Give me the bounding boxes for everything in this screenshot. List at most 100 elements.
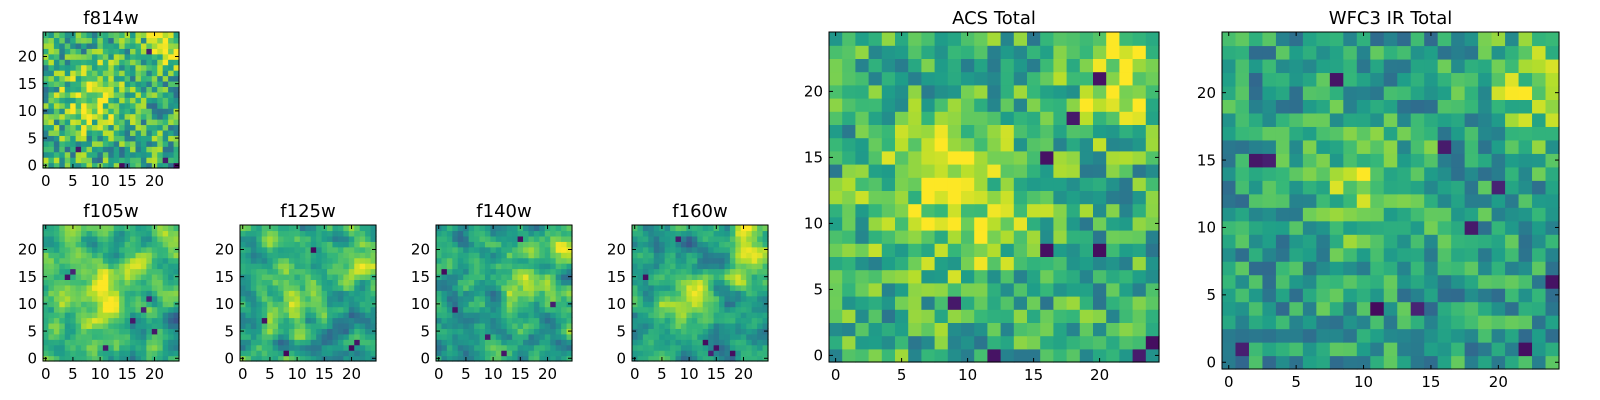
heatmap-cell xyxy=(1370,328,1385,343)
heatmap-cell xyxy=(70,151,77,158)
heatmap-cell xyxy=(130,263,137,270)
heatmap-cell xyxy=(299,225,306,232)
heatmap-cell xyxy=(653,235,660,242)
heatmap-cell xyxy=(1289,180,1304,195)
heatmap-cell xyxy=(321,306,328,313)
heatmap-cell xyxy=(947,190,962,205)
heatmap-cell xyxy=(691,257,698,264)
heatmap-cell xyxy=(441,279,448,286)
heatmap-cell xyxy=(719,333,726,340)
heatmap-cell xyxy=(533,339,540,346)
heatmap-cell xyxy=(921,216,936,231)
heatmap-cell xyxy=(173,124,180,131)
heatmap-cell xyxy=(81,97,88,104)
heatmap-cell xyxy=(267,241,274,248)
heatmap-cell xyxy=(1410,99,1425,114)
heatmap-cell xyxy=(528,246,535,253)
heatmap-cell xyxy=(316,344,323,351)
heatmap-cell xyxy=(757,257,764,264)
heatmap-cell xyxy=(653,295,660,302)
heatmap-cell xyxy=(757,306,764,313)
heatmap-cell xyxy=(1119,137,1134,152)
heatmap-cell xyxy=(359,268,366,275)
heatmap-cell xyxy=(702,306,709,313)
heatmap-cell xyxy=(446,317,453,324)
heatmap-cell xyxy=(245,263,252,270)
heatmap-cell xyxy=(762,333,769,340)
heatmap-cell xyxy=(1316,58,1331,74)
heatmap-cell xyxy=(495,328,502,335)
heatmap-cell xyxy=(757,235,764,242)
heatmap-cell xyxy=(1262,315,1277,330)
heatmap-cell xyxy=(474,246,481,253)
heatmap-cell xyxy=(686,273,693,280)
heatmap-cell xyxy=(86,80,93,87)
heatmap-cell xyxy=(479,312,486,319)
heatmap-cell xyxy=(332,235,339,242)
heatmap-cell xyxy=(512,273,519,280)
heatmap-cell xyxy=(729,355,736,362)
heatmap-cell xyxy=(135,151,142,158)
heatmap-cell xyxy=(664,273,671,280)
heatmap-cell xyxy=(168,295,175,302)
heatmap-cell xyxy=(310,257,317,264)
heatmap-cell xyxy=(1410,315,1425,330)
heatmap-cell xyxy=(245,284,252,291)
heatmap-cell xyxy=(53,252,60,259)
heatmap-cell xyxy=(561,339,568,346)
heatmap-cell xyxy=(1106,256,1120,271)
heatmap-cell xyxy=(457,339,464,346)
heatmap-cell xyxy=(555,279,562,286)
heatmap-cell xyxy=(75,328,82,335)
heatmap-cell xyxy=(288,273,295,280)
heatmap-cell xyxy=(119,333,126,340)
heatmap-cell xyxy=(961,203,975,218)
heatmap-cell xyxy=(539,290,546,297)
heatmap-cell xyxy=(1275,328,1290,343)
heatmap-cell xyxy=(517,328,524,335)
heatmap-cell xyxy=(452,290,459,297)
heatmap-cell xyxy=(146,113,153,120)
heatmap-cell xyxy=(168,312,175,319)
heatmap-cell xyxy=(1262,342,1277,357)
heatmap-cell xyxy=(724,339,731,346)
heatmap-cell xyxy=(921,32,936,46)
heatmap-cell xyxy=(245,241,252,248)
heatmap-cell xyxy=(53,355,60,362)
heatmap-cell xyxy=(173,295,180,302)
heatmap-cell xyxy=(108,146,115,153)
heatmap-cell xyxy=(632,252,639,259)
heatmap-cell xyxy=(1289,355,1304,370)
heatmap-cell xyxy=(708,355,715,362)
heatmap-cell xyxy=(653,328,660,335)
heatmap-cell xyxy=(1248,153,1264,168)
heatmap-cell xyxy=(1451,58,1466,74)
heatmap-cell xyxy=(278,295,285,302)
heatmap-cell xyxy=(327,333,334,340)
heatmap-cell xyxy=(1275,72,1290,87)
heatmap-cell xyxy=(168,273,175,280)
heatmap-cell xyxy=(124,135,131,142)
heatmap-cell xyxy=(102,64,109,71)
heatmap-cell xyxy=(1119,111,1134,125)
heatmap-cell xyxy=(501,312,508,319)
heatmap-cell xyxy=(1079,190,1094,205)
heatmap-cell xyxy=(1275,99,1290,114)
heatmap-cell xyxy=(272,333,279,340)
heatmap-cell xyxy=(691,290,698,297)
heatmap-cell xyxy=(697,241,704,248)
heatmap-cell xyxy=(97,42,104,49)
heatmap-cell xyxy=(881,111,896,125)
heatmap-cell xyxy=(895,137,909,152)
heatmap-cell xyxy=(947,177,962,191)
heatmap-cell xyxy=(974,124,988,139)
heatmap-cell xyxy=(332,350,339,357)
heatmap-cell xyxy=(947,45,962,59)
heatmap-cell xyxy=(272,339,279,346)
heatmap-cell xyxy=(305,263,312,270)
heatmap-cell xyxy=(659,328,666,335)
heatmap-cell xyxy=(1000,58,1015,73)
heatmap-cell xyxy=(75,157,82,164)
x-tick-label: 15 xyxy=(707,365,726,383)
heatmap-cell xyxy=(64,235,71,242)
